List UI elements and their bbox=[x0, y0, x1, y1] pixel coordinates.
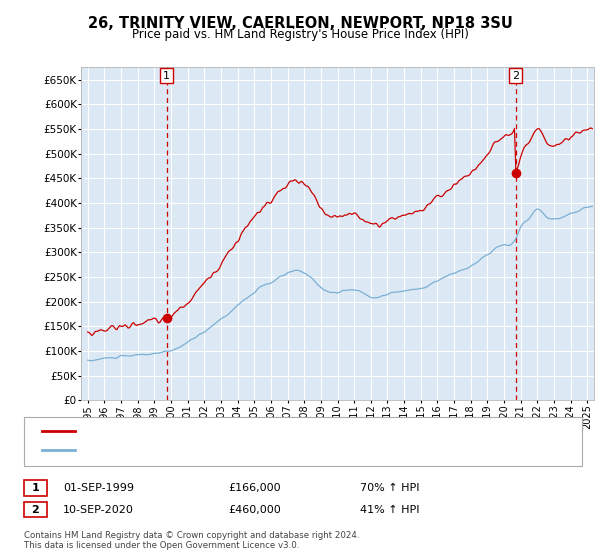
Text: £460,000: £460,000 bbox=[228, 505, 281, 515]
Text: 1: 1 bbox=[32, 483, 39, 493]
Text: £166,000: £166,000 bbox=[228, 483, 281, 493]
Text: 10-SEP-2020: 10-SEP-2020 bbox=[63, 505, 134, 515]
Text: Price paid vs. HM Land Registry's House Price Index (HPI): Price paid vs. HM Land Registry's House … bbox=[131, 28, 469, 41]
Text: Contains HM Land Registry data © Crown copyright and database right 2024.
This d: Contains HM Land Registry data © Crown c… bbox=[24, 531, 359, 550]
Text: HPI: Average price, detached house, Newport: HPI: Average price, detached house, Newp… bbox=[82, 445, 319, 455]
Text: 26, TRINITY VIEW, CAERLEON, NEWPORT, NP18 3SU: 26, TRINITY VIEW, CAERLEON, NEWPORT, NP1… bbox=[88, 16, 512, 31]
Text: 1: 1 bbox=[163, 71, 170, 81]
Text: 2: 2 bbox=[32, 505, 39, 515]
Text: 26, TRINITY VIEW, CAERLEON, NEWPORT, NP18 3SU (detached house): 26, TRINITY VIEW, CAERLEON, NEWPORT, NP1… bbox=[82, 426, 446, 436]
Text: 2: 2 bbox=[512, 71, 519, 81]
Text: 41% ↑ HPI: 41% ↑ HPI bbox=[360, 505, 419, 515]
Text: 01-SEP-1999: 01-SEP-1999 bbox=[63, 483, 134, 493]
Text: 70% ↑ HPI: 70% ↑ HPI bbox=[360, 483, 419, 493]
